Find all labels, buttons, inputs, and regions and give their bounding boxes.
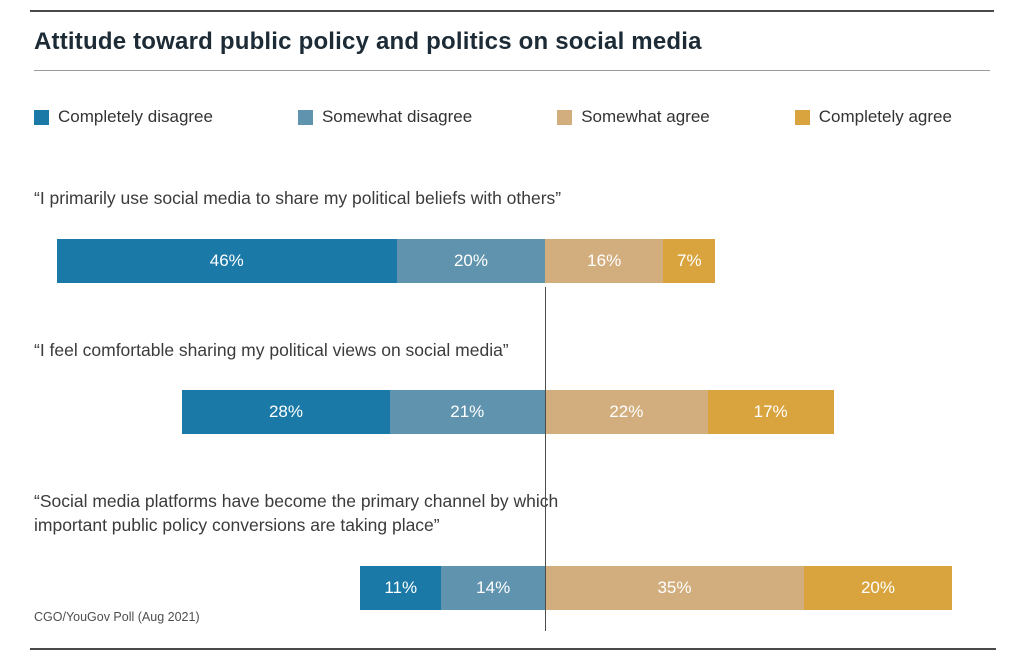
bar-value-label: 35% — [657, 577, 692, 597]
bar-segment: 7% — [663, 238, 716, 283]
bar-value-label: 16% — [587, 250, 622, 270]
legend-label: Somewhat disagree — [321, 107, 473, 126]
bar-value-label: 20% — [860, 577, 895, 597]
title-divider — [34, 70, 990, 71]
legend: Completely disagree Somewhat disagree Some… — [34, 107, 952, 127]
bar-segment: 46% — [56, 238, 397, 283]
chart-title: Attitude toward public policy and politi… — [34, 28, 702, 55]
legend-item: Completely disagree — [34, 107, 213, 127]
bar-value-label: 46% — [209, 250, 244, 270]
legend-label: Completely agree — [818, 107, 952, 126]
legend-swatch-icon — [557, 109, 573, 125]
legend-item: Completely agree — [794, 107, 952, 127]
bar-value-label: 22% — [609, 402, 644, 422]
bar-segment: 16% — [544, 238, 664, 283]
bar-segment: 35% — [544, 565, 804, 610]
bar-segment: 22% — [544, 390, 708, 435]
bar-row: 28% 21% 22% 17% — [182, 390, 990, 435]
legend-label: Completely disagree — [58, 107, 213, 126]
bar-segment: 14% — [441, 565, 545, 610]
bar-value-label: 7% — [676, 250, 702, 270]
bar-segment: 11% — [360, 565, 442, 610]
legend-swatch-icon — [794, 109, 810, 125]
center-axis-line — [545, 287, 546, 631]
legend-swatch-icon — [34, 109, 49, 125]
bar-segment: 20% — [396, 238, 545, 283]
bar-segment: 17% — [707, 390, 834, 435]
bar-segment: 28% — [182, 390, 390, 435]
question-label: “I primarily use social media to share m… — [34, 188, 562, 208]
bar-value-label: 20% — [453, 250, 488, 270]
source-caption: CGO/YouGov Poll (Aug 2021) — [34, 610, 200, 624]
bar-row: 46% 20% 16% 7% — [56, 238, 990, 283]
bottom-border-rule — [30, 648, 996, 650]
bar-segment: 20% — [803, 565, 952, 610]
bar-segment: 21% — [389, 390, 545, 435]
bar-value-label: 11% — [384, 577, 418, 597]
bar-value-label: 14% — [476, 577, 511, 597]
bar-value-label: 28% — [268, 402, 303, 422]
legend-swatch-icon — [297, 109, 313, 125]
legend-item: Somewhat disagree — [297, 107, 473, 127]
chart-area: “I primarily use social media to share m… — [34, 187, 990, 631]
bar-value-label: 21% — [450, 402, 485, 422]
bar-value-label: 17% — [753, 402, 788, 422]
legend-item: Somewhat agree — [557, 107, 710, 127]
legend-label: Somewhat agree — [581, 107, 710, 126]
top-border-rule — [30, 10, 994, 12]
bar-row: 11% 14% 35% 20% — [360, 565, 990, 610]
question-label: “Social media platforms have become the … — [34, 491, 559, 535]
question-label: “I feel comfortable sharing my political… — [34, 339, 509, 360]
